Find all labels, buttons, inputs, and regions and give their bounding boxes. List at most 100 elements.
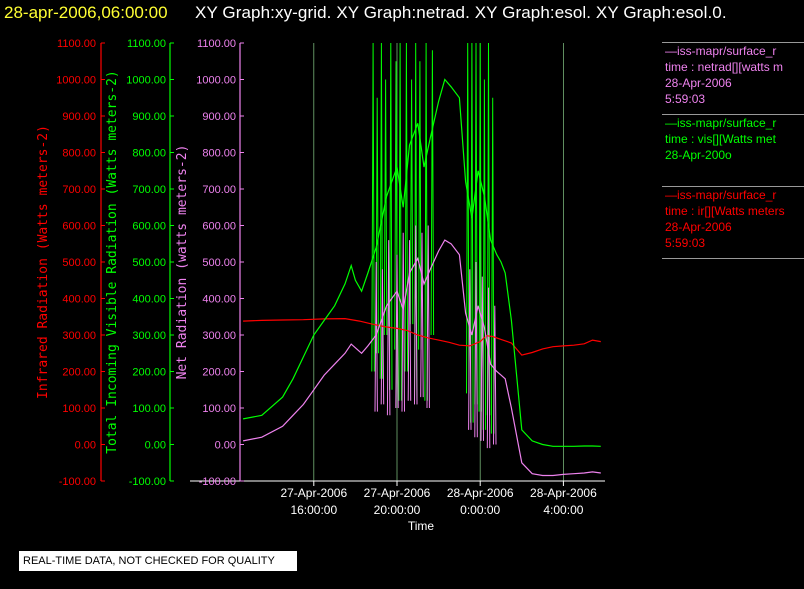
- y-tick-label-0-12: -100.00: [59, 476, 96, 488]
- y-tick-label-0-6: 500.00: [62, 257, 96, 269]
- y-tick-label-0-9: 200.00: [62, 367, 96, 379]
- net-spike-13: [493, 305, 497, 445]
- legend-separator-0: [662, 42, 804, 43]
- header-timestamp: 28-apr-2006,06:00:00: [4, 3, 168, 22]
- net-spike-4: [401, 232, 405, 412]
- x-tick-label-date-1: 27-Apr-2006: [364, 486, 431, 500]
- y-axis-label-2: Net Radiation (watts meters-2): [175, 145, 190, 380]
- y-axis-label-1: Total Incoming Visible Radiation (Watts …: [105, 70, 120, 454]
- y-tick-label-1-4: 700.00: [132, 184, 166, 196]
- net-spike-5: [407, 240, 412, 401]
- y-tick-label-0-8: 300.00: [62, 330, 96, 342]
- net-spike-0: [374, 261, 378, 412]
- visible-spike-13: [466, 42, 470, 394]
- header-graph-titles: XY Graph:xy-grid. XY Graph:netrad. XY Gr…: [195, 3, 727, 22]
- y-tick-label-0-11: 0.00: [75, 440, 96, 452]
- y-tick-label-0-7: 400.00: [62, 294, 96, 306]
- legend-separator-2: [662, 186, 804, 187]
- legend-entry-2-line-1: time : ir[][Watts meters: [665, 204, 785, 218]
- y-tick-label-2-4: 700.00: [202, 184, 236, 196]
- y-axis-label-0: Infrared Radiation (Watts meters-2): [36, 125, 51, 399]
- y-tick-label-1-7: 400.00: [132, 294, 166, 306]
- legend-separator-end: [662, 258, 804, 259]
- y-tick-label-1-6: 500.00: [132, 257, 166, 269]
- net-spike-1: [380, 269, 385, 405]
- legend-entry-0-line-2: 28-Apr-2006: [665, 76, 732, 90]
- y-tick-label-0-10: 100.00: [62, 403, 96, 415]
- x-axis-ticks: 27-Apr-2006 16:00:00 27-Apr-2006 20:00:00 28…: [280, 481, 597, 517]
- y-tick-label-0-2: 900.00: [62, 111, 96, 123]
- y-tick-label-2-8: 300.00: [202, 330, 236, 342]
- visible-spike-6: [398, 42, 402, 401]
- y-tick-label-2-5: 600.00: [202, 221, 236, 233]
- legend-entry-0-line-0: —iss-mapr/surface_r: [665, 44, 777, 58]
- legend-entry-2-line-0: —iss-mapr/surface_r: [665, 188, 777, 202]
- net-spike-6: [414, 225, 418, 405]
- legend-entry-2-line-2: 28-Apr-2006: [665, 220, 732, 234]
- visible-spike-2: [379, 42, 384, 379]
- legend-entry-1-line-2: 28-Apr-200o: [665, 148, 732, 162]
- y-tick-label-0-0: 1100.00: [57, 38, 96, 50]
- x-tick-label-time-0: 16:00:00: [290, 503, 337, 517]
- visible-spike-12: [430, 50, 435, 336]
- net-spike-8: [426, 225, 430, 409]
- series-line-0: [243, 317, 601, 356]
- legend-entry-2-line-3: 5:59:03: [665, 236, 706, 250]
- net-spike-10: [474, 261, 478, 438]
- legend-entry-1-line-1: time : vis[][Watts met: [665, 132, 776, 146]
- x-tick-label-date-0: 27-Apr-2006: [280, 486, 347, 500]
- y-tick-label-1-5: 600.00: [132, 221, 166, 233]
- x-tick-label-time-2: 0:00:00: [460, 503, 500, 517]
- y-tick-label-0-1: 1000.00: [56, 75, 96, 87]
- y-tick-label-2-9: 200.00: [202, 367, 236, 379]
- net-spike-12: [486, 287, 491, 449]
- net-spike-7: [420, 232, 424, 398]
- net-spike-11: [480, 276, 484, 441]
- y-tick-label-2-2: 900.00: [202, 111, 236, 123]
- series-line-1: [242, 78, 601, 447]
- axes: 1100.00 1000.00 900.00 800.00 700.00 600.00 50…: [36, 38, 605, 488]
- y-tick-label-2-11: 0.00: [215, 440, 236, 452]
- visible-spike-15: [474, 42, 478, 405]
- y-tick-label-1-10: 100.00: [132, 403, 166, 415]
- legend-separator-1: [662, 114, 804, 115]
- net-spike-9: [468, 269, 472, 430]
- visible-spike-17: [482, 79, 487, 430]
- y-tick-label-2-1: 1000.00: [196, 75, 236, 87]
- series-lines: [242, 42, 601, 477]
- y-tick-label-1-1: 1000.00: [126, 75, 166, 87]
- y-tick-label-2-3: 800.00: [202, 148, 236, 160]
- series-line-2: [242, 239, 601, 477]
- y-tick-label-2-0: 1100.00: [197, 38, 236, 50]
- legend-entry-0-line-1: time : netrad[][watts m: [665, 60, 784, 74]
- y-tick-label-2-7: 400.00: [202, 294, 236, 306]
- net-spike-3: [395, 254, 399, 409]
- visible-spike-10: [418, 61, 422, 350]
- visible-spike-8: [409, 79, 414, 325]
- y-tick-label-2-6: 500.00: [202, 257, 236, 269]
- y-tick-label-1-2: 900.00: [132, 111, 166, 123]
- y-tick-label-2-12: -100.00: [199, 476, 236, 488]
- x-tick-label-time-1: 20:00:00: [374, 503, 421, 517]
- visible-spike-4: [389, 42, 393, 390]
- visible-spike-18: [486, 42, 491, 416]
- y-tick-label-1-0: 1100.00: [127, 38, 166, 50]
- visible-spike-7: [404, 42, 409, 372]
- visible-spike-5: [394, 61, 398, 350]
- y-tick-label-2-10: 100.00: [202, 403, 236, 415]
- x-tick-label-time-3: 4:00:00: [543, 503, 583, 517]
- y-tick-label-0-3: 800.00: [62, 148, 96, 160]
- y-tick-label-1-8: 300.00: [132, 330, 166, 342]
- quality-notice: REAL-TIME DATA, NOT CHECKED FOR QUALITY: [19, 551, 297, 571]
- net-spike-2: [386, 240, 391, 416]
- visible-spike-19: [490, 97, 495, 434]
- y-tick-label-0-4: 700.00: [62, 184, 96, 196]
- y-tick-label-1-3: 800.00: [132, 148, 166, 160]
- legend-entry-0-line-3: 5:59:03: [665, 92, 706, 106]
- legend-entry-1-line-0: —iss-mapr/surface_r: [665, 116, 777, 130]
- visible-spike-0: [371, 42, 375, 372]
- visible-spike-3: [383, 79, 388, 336]
- header-bar: 28-apr-2006,06:00:00 XY Graph:xy-grid. X…: [0, 0, 804, 28]
- y-tick-label-1-9: 200.00: [132, 367, 166, 379]
